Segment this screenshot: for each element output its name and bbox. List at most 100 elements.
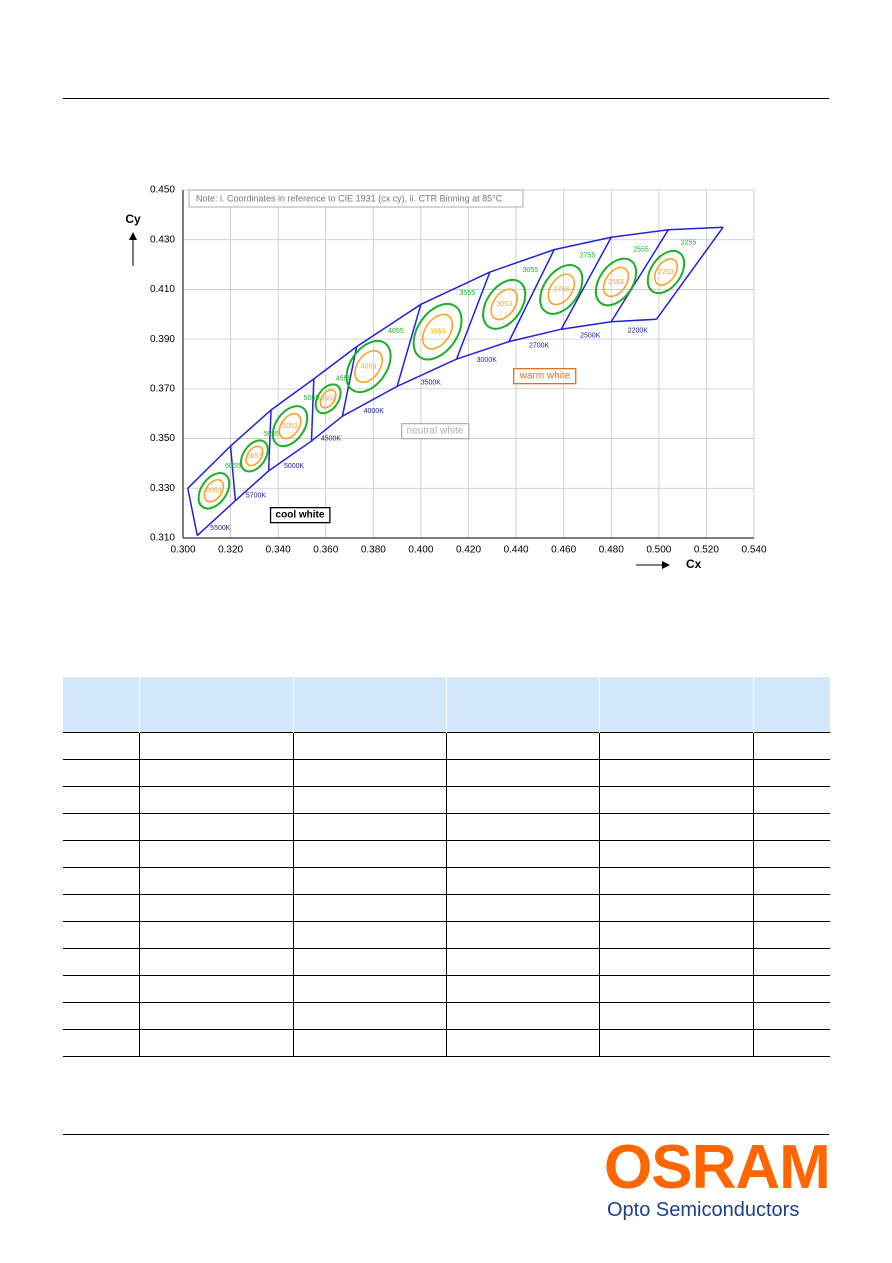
bin-outer-label: 3055 [523, 267, 539, 274]
annotation: neutral white [400, 422, 470, 440]
bin-divider [267, 409, 272, 471]
x-arrow-head [662, 561, 670, 569]
annotation-text: warm white [519, 371, 571, 382]
x-tick-label: 0.540 [741, 545, 766, 556]
cct-label: 5500K [210, 525, 231, 532]
note: Note: i. Coordinates in reference to CIE… [196, 193, 503, 203]
cct-label: 2500K [580, 332, 601, 339]
tagline: Opto Semiconductors [607, 1199, 800, 1221]
bin-divider [187, 488, 199, 536]
x-tick-label: 0.420 [456, 545, 481, 556]
bin-outer-ellipse [314, 383, 342, 415]
x-tick-label: 0.520 [694, 545, 719, 556]
bin-inner-ellipse [547, 273, 576, 306]
annotation-text: cool white [276, 510, 325, 521]
bin-outer-ellipse [271, 405, 309, 448]
annotation-box [269, 506, 331, 524]
bin-inner-label: 2553 [608, 279, 624, 286]
bin-inner-ellipse [602, 266, 630, 298]
y-tick-label: 0.410 [150, 284, 175, 295]
bin-outer-ellipse [412, 302, 463, 361]
bin-divider [310, 378, 315, 442]
bin-divider [455, 271, 491, 360]
bin-inner-label: 2753 [553, 286, 569, 293]
x-tick-label: 0.380 [361, 545, 386, 556]
y-tick-label: 0.350 [150, 433, 175, 444]
table [63, 677, 830, 1057]
x-tick-label: 0.440 [504, 545, 529, 556]
x-tick-label: 0.360 [313, 545, 338, 556]
y-tick-label: 0.330 [150, 483, 175, 494]
y-tick-label: 0.450 [150, 185, 175, 196]
x-tick-label: 0.460 [551, 545, 576, 556]
bin-outer-label: 3555 [460, 290, 476, 297]
annotation-box [400, 422, 470, 440]
cct-label: 4000K [364, 408, 385, 415]
y-tick-label: 0.370 [150, 383, 175, 394]
chart: 0.310 0.330 0.350 0.370 0.390 0.410 0.430 0.450… [125, 185, 767, 572]
bin-outer-label: 4055 [388, 328, 404, 335]
cct-label: 2200K [628, 327, 649, 334]
bin-divider [655, 226, 724, 320]
bin-inner-ellipse [354, 349, 384, 384]
x-tick-label: 0.480 [599, 545, 624, 556]
annotation-box [513, 367, 577, 385]
bin-inner-label: 3553 [430, 329, 446, 336]
y-tick-label: 0.310 [150, 533, 175, 544]
annotation: cool white [269, 506, 331, 524]
y-arrow-head [129, 232, 137, 240]
bin-outer-ellipse [482, 278, 527, 330]
bin-outer-label: 5655 [263, 431, 279, 438]
bin-inner-label: 2253 [658, 269, 674, 276]
bin-inner-ellipse [490, 288, 519, 321]
x-tick-label: 0.400 [408, 545, 433, 556]
bin-outer-label: 2755 [580, 252, 596, 259]
x-tick-label: 0.340 [266, 545, 291, 556]
x-tick-label: 0.320 [218, 545, 243, 556]
cct-label: 5700K [246, 493, 267, 500]
bin-inner-ellipse [653, 258, 679, 286]
y-tick-label: 0.390 [150, 334, 175, 345]
bin-inner-label: 5053 [282, 423, 298, 430]
bin-divider [560, 236, 612, 330]
bin-outer-ellipse [345, 339, 392, 393]
x-axis-label: Cx [686, 557, 702, 571]
bin-inner-label: 4053 [361, 363, 377, 370]
note-box [188, 189, 524, 208]
bin-outer-ellipse [239, 439, 269, 473]
y-tick-label: 0.430 [150, 234, 175, 245]
footer-rule [63, 1134, 829, 1135]
annotation: warm white [513, 367, 577, 385]
cct-label: 3500K [421, 380, 442, 387]
bin-outer-ellipse [197, 472, 231, 510]
bin-outer-ellipse [594, 257, 638, 307]
bin-outer-label: 4555 [336, 376, 352, 383]
cct-label: 3000K [477, 357, 498, 364]
x-tick-label: 0.300 [170, 545, 195, 556]
x-tick-label: 0.500 [646, 545, 671, 556]
cct-label: 5000K [284, 463, 305, 470]
bin-inner-ellipse [245, 445, 264, 467]
bin-inner-label: 6053 [206, 488, 222, 495]
bin-outer-label: 2255 [681, 239, 697, 246]
bin-divider [610, 229, 669, 323]
bin-outer-label: 5055 [304, 395, 320, 402]
y-axis-label: Cy [125, 212, 141, 226]
bin-inner-ellipse [278, 412, 302, 440]
bin-outer-label: 2555 [633, 246, 649, 253]
bin-divider [229, 445, 237, 501]
cct-label: 4500K [321, 435, 342, 442]
bin-divider [508, 249, 555, 342]
bin-divider [341, 346, 358, 417]
bin-divider [396, 304, 422, 387]
cct-label: 2700K [529, 342, 550, 349]
header-rule [63, 98, 829, 99]
bin-inner-ellipse [421, 313, 454, 350]
bin-outer-label: 6055 [225, 463, 241, 470]
bin-inner-ellipse [319, 389, 337, 409]
bin-inner-label: 4553 [320, 396, 336, 403]
bin-inner-ellipse [203, 478, 225, 503]
logo: OSRAM [604, 1133, 831, 1202]
bin-outer-ellipse [646, 249, 686, 295]
